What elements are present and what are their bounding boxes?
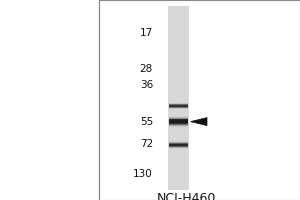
Text: 55: 55 xyxy=(140,117,153,127)
Polygon shape xyxy=(190,118,207,126)
Text: 36: 36 xyxy=(140,80,153,90)
Bar xyxy=(99,0,300,200)
Text: 130: 130 xyxy=(133,169,153,179)
Text: NCI-H460: NCI-H460 xyxy=(156,192,216,200)
Text: 28: 28 xyxy=(140,64,153,74)
Bar xyxy=(168,6,189,190)
Text: 17: 17 xyxy=(140,28,153,38)
Text: 72: 72 xyxy=(140,139,153,149)
